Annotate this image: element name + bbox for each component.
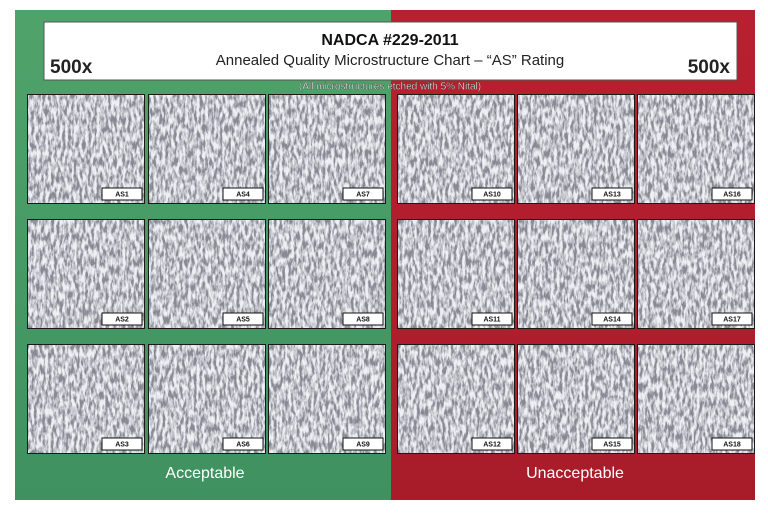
micrograph-label-box: [222, 437, 264, 451]
micrograph-label-box: [471, 312, 513, 326]
micrograph: [269, 220, 385, 328]
micrograph-label: AS9: [356, 441, 370, 448]
micrograph-label: AS17: [723, 316, 741, 323]
micrograph-label: AS6: [236, 441, 250, 448]
magnification-right: 500x: [688, 57, 731, 78]
micrograph-label-box: [222, 312, 264, 326]
subtitle: Annealed Quality Microstructure Chart – …: [216, 52, 564, 69]
micrograph-label: AS3: [115, 441, 129, 448]
micrograph-label: AS15: [603, 441, 621, 448]
micrograph-label: AS8: [356, 316, 370, 323]
micrograph-label-box: [222, 187, 264, 201]
micrograph: [269, 345, 385, 453]
micrograph: [28, 95, 144, 203]
micrograph: [269, 95, 385, 203]
micrograph-label: AS16: [723, 191, 741, 198]
group-label: Unacceptable: [526, 465, 624, 482]
micrograph-label-box: [591, 312, 633, 326]
micrograph: [638, 345, 754, 453]
etch-note: (All microstructures etched with 5% Nita…: [299, 82, 481, 93]
micrograph-label: AS4: [236, 191, 250, 198]
micrograph: [518, 345, 634, 453]
micrograph: [638, 95, 754, 203]
micrograph: [28, 220, 144, 328]
micrograph: [149, 95, 265, 203]
micrograph-label-box: [711, 312, 753, 326]
micrograph: [518, 95, 634, 203]
micrograph: [518, 220, 634, 328]
micrograph-label: AS1: [115, 191, 129, 198]
group-label: Acceptable: [165, 465, 244, 482]
micrograph-label-box: [471, 437, 513, 451]
title: NADCA #229-2011: [321, 32, 458, 49]
micrograph-label: AS11: [483, 316, 500, 323]
micrograph-label-box: [101, 437, 143, 451]
micrograph-label: AS2: [115, 316, 129, 323]
micrograph-label-box: [591, 437, 633, 451]
micrograph-label: AS18: [723, 441, 741, 448]
micrograph-label: AS10: [483, 191, 501, 198]
micrograph: [398, 95, 514, 203]
header-box: [43, 21, 738, 81]
micrograph: [149, 220, 265, 328]
micrograph: [28, 345, 144, 453]
micrograph: [398, 345, 514, 453]
micrograph-label: AS7: [356, 191, 370, 198]
micrograph-label: AS14: [603, 316, 621, 323]
micrograph: [149, 345, 265, 453]
micrograph-label: AS5: [236, 316, 250, 323]
micrograph-label: AS13: [603, 191, 621, 198]
micrograph-label-box: [342, 187, 384, 201]
micrograph-label-box: [342, 312, 384, 326]
magnification-left: 500x: [50, 57, 93, 78]
micrograph-label-box: [342, 437, 384, 451]
micrograph: [638, 220, 754, 328]
micrograph-label-box: [711, 187, 753, 201]
micrograph: [398, 220, 514, 328]
micrograph-label: AS12: [483, 441, 501, 448]
micrograph-label-box: [711, 437, 753, 451]
micrograph-label-box: [591, 187, 633, 201]
micrograph-label-box: [101, 312, 143, 326]
micrograph-label-box: [101, 187, 143, 201]
micrograph-label-box: [471, 187, 513, 201]
